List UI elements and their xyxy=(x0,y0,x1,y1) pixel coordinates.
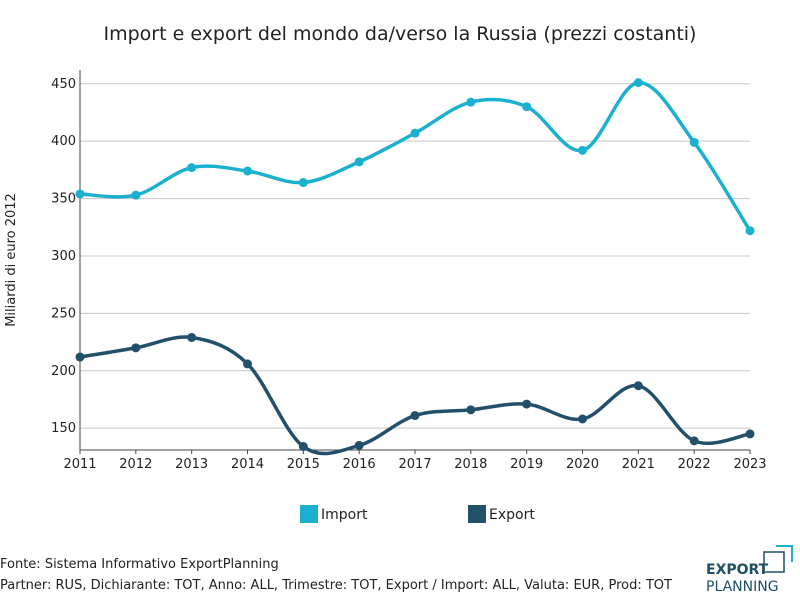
legend: Import Export xyxy=(300,505,535,523)
legend-swatch-import xyxy=(300,505,318,523)
y-tick-label: 450 xyxy=(51,77,76,92)
x-tick-label: 2022 xyxy=(678,457,711,472)
y-tick-label: 250 xyxy=(51,306,76,321)
gridlines xyxy=(80,83,750,429)
y-tick-label: 350 xyxy=(51,192,76,207)
data-point-export xyxy=(243,359,252,369)
data-point-export xyxy=(131,343,141,353)
data-point-import xyxy=(354,157,364,167)
exportplanning-logo: EXPORT PLANNING xyxy=(706,545,793,594)
data-point-import xyxy=(187,163,197,173)
series-layer xyxy=(75,78,755,456)
data-point-export xyxy=(410,411,420,421)
source-note: Fonte: Sistema Informativo ExportPlannin… xyxy=(0,557,279,572)
chart-title: Import e export del mondo da/verso la Ru… xyxy=(104,23,697,45)
data-point-export xyxy=(466,405,476,415)
y-tick-label: 200 xyxy=(51,364,76,379)
data-point-import xyxy=(131,190,141,200)
logo-line1: EXPORT xyxy=(706,562,769,578)
data-point-import xyxy=(689,137,699,147)
data-point-import xyxy=(466,97,476,107)
x-tick-label: 2013 xyxy=(175,457,208,472)
data-point-import xyxy=(522,102,532,112)
x-tick-label: 2015 xyxy=(287,457,320,472)
data-point-import xyxy=(75,189,85,199)
data-point-export xyxy=(522,399,532,409)
data-point-export xyxy=(354,440,364,450)
x-tick-label: 2012 xyxy=(119,457,152,472)
x-tick-label: 2014 xyxy=(231,457,264,472)
data-point-import xyxy=(410,128,420,138)
data-point-export xyxy=(187,332,197,342)
logo-line2: PLANNING xyxy=(706,579,779,594)
axes: 150 200 250 300 350 400 450 2011 2012 2013 2014 201… xyxy=(51,70,767,472)
legend-label-export: Export xyxy=(489,507,535,523)
legend-swatch-export xyxy=(468,505,486,523)
filter-note: Partner: RUS, Dichiarante: TOT, Anno: AL… xyxy=(0,578,672,593)
series-line-export xyxy=(79,335,751,456)
data-point-import xyxy=(578,145,587,155)
x-tick-label: 2016 xyxy=(343,457,376,472)
data-point-export xyxy=(633,381,643,391)
x-tick-label: 2020 xyxy=(566,457,599,472)
y-tick-label: 400 xyxy=(51,134,76,149)
logo-square-icon xyxy=(763,551,785,573)
y-tick-label: 150 xyxy=(51,421,76,436)
data-point-export xyxy=(298,442,308,452)
logo-arrow-icon xyxy=(776,545,793,562)
data-point-import xyxy=(243,166,252,176)
y-tick-label: 300 xyxy=(51,249,76,264)
data-point-import xyxy=(298,178,308,188)
x-tick-label: 2011 xyxy=(63,457,96,472)
x-tick-label: 2019 xyxy=(510,457,543,472)
data-point-import xyxy=(745,226,755,236)
legend-label-import: Import xyxy=(321,507,368,523)
data-point-export xyxy=(745,429,755,439)
y-axis-label: Miliardi di euro 2012 xyxy=(4,193,19,327)
x-tick-label: 2023 xyxy=(733,457,766,472)
x-tick-label: 2018 xyxy=(454,457,487,472)
data-point-export xyxy=(75,352,85,362)
data-point-export xyxy=(578,414,587,424)
series-line-import xyxy=(79,80,752,232)
x-tick-label: 2021 xyxy=(622,457,655,472)
x-tick-label: 2017 xyxy=(398,457,431,472)
data-point-import xyxy=(633,78,643,88)
data-point-export xyxy=(689,436,699,446)
